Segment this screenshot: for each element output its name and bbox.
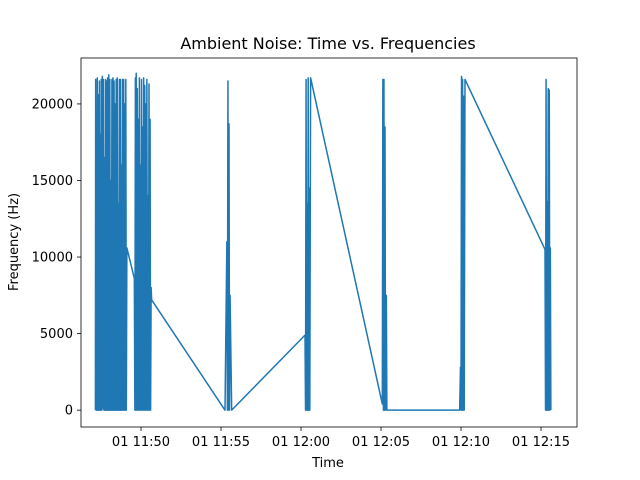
x-tick-label: 01 12:10: [432, 435, 490, 450]
plot-background: [81, 58, 577, 427]
x-axis-title: Time: [311, 456, 344, 471]
y-tick-label: 15000: [32, 174, 73, 189]
chart-title: Ambient Noise: Time vs. Frequencies: [180, 34, 475, 53]
axes-frame: [80, 57, 578, 428]
x-tick-label: 01 12:00: [272, 435, 330, 450]
y-axis-title: Frequency (Hz): [7, 193, 22, 291]
y-tick-label: 0: [65, 404, 73, 419]
x-tick-label: 01 12:05: [352, 435, 410, 450]
x-tick-label: 01 11:55: [192, 435, 250, 450]
y-tick-label: 5000: [40, 327, 73, 342]
plot-area: [80, 57, 578, 428]
x-axis-ticks: 01 11:50 01 11:55 01 12:00 01 12:05 01 12:10…: [112, 427, 570, 450]
x-tick-label: 01 12:15: [512, 435, 570, 450]
y-tick-label: 10000: [32, 251, 73, 266]
series-layer: [94, 72, 552, 411]
series-line: [94, 72, 552, 411]
y-axis-ticks: 0 5000 10000 15000 20000: [32, 97, 81, 419]
x-tick-label: 01 11:50: [112, 435, 170, 450]
y-tick-label: 20000: [32, 97, 73, 112]
